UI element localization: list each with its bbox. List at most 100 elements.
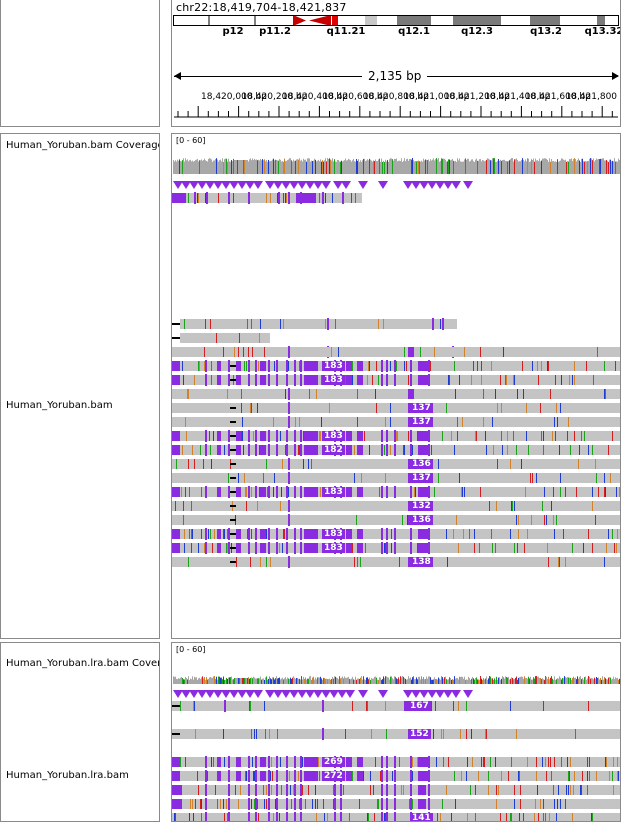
insertion-mark[interactable] — [294, 444, 296, 456]
insertion-marker-icon[interactable] — [197, 181, 207, 189]
insertion-mark[interactable] — [334, 784, 336, 796]
insertion-mark[interactable] — [428, 360, 430, 372]
insertion-marker-icon[interactable] — [297, 181, 307, 189]
track-data-panel-1[interactable]: [0 - 60] 1681361831831371371831821361371… — [171, 133, 621, 639]
insertion-block[interactable] — [346, 375, 352, 385]
insertion-mark[interactable] — [286, 444, 288, 456]
insertion-mark[interactable] — [228, 542, 230, 554]
insertion-mark[interactable] — [228, 756, 230, 768]
insertion-mark[interactable] — [386, 770, 388, 782]
insertion-block[interactable] — [236, 487, 241, 497]
insertion-marker-icon[interactable] — [273, 690, 283, 698]
insertion-mark[interactable] — [334, 798, 336, 810]
insertion-mark[interactable] — [255, 798, 257, 810]
insertion-mark[interactable] — [428, 528, 430, 540]
insertion-mark[interactable] — [288, 346, 290, 358]
insertion-marker-icon[interactable] — [419, 181, 429, 189]
insertion-mark[interactable] — [248, 360, 250, 372]
insertion-marker-icon[interactable] — [463, 690, 473, 698]
insertion-marker-icon[interactable] — [237, 690, 247, 698]
insertion-mark[interactable] — [248, 812, 250, 821]
insertion-block[interactable] — [236, 375, 241, 385]
insertion-mark[interactable] — [228, 486, 230, 498]
insertion-mark[interactable] — [410, 360, 412, 372]
insertion-block[interactable] — [236, 771, 241, 781]
insertion-mark[interactable] — [394, 798, 396, 810]
insertion-mark[interactable] — [205, 444, 207, 456]
insertion-marker-icon[interactable] — [173, 690, 183, 698]
insertion-mark[interactable] — [205, 770, 207, 782]
insertion-mark[interactable] — [205, 784, 207, 796]
insertion-mark[interactable] — [386, 430, 388, 442]
insertion-mark[interactable] — [428, 444, 430, 456]
aligned-read[interactable] — [172, 346, 620, 358]
insertion-mark[interactable] — [386, 542, 388, 554]
insertion-marker-icon[interactable] — [213, 690, 223, 698]
insertion-block[interactable] — [304, 361, 318, 371]
insertion-mark[interactable] — [255, 374, 257, 386]
insertion-marker-icon[interactable] — [321, 690, 331, 698]
insertion-mark[interactable] — [294, 770, 296, 782]
insertion-mark[interactable] — [322, 728, 324, 740]
insertion-mark[interactable] — [248, 430, 250, 442]
insertion-marker-icon[interactable] — [181, 690, 191, 698]
insertion-block[interactable] — [304, 487, 318, 497]
insertion-mark[interactable] — [334, 812, 336, 821]
insertion-block[interactable] — [418, 757, 428, 767]
insertion-mark[interactable] — [248, 528, 250, 540]
insertion-block[interactable] — [304, 757, 318, 767]
insertion-block[interactable] — [346, 771, 352, 781]
insertion-block[interactable] — [296, 193, 316, 203]
insertion-block[interactable] — [418, 445, 428, 455]
insertion-marker-icon[interactable] — [333, 181, 343, 189]
aligned-read[interactable]: 183 — [172, 360, 620, 372]
aligned-read[interactable]: 137 — [172, 402, 620, 414]
insertion-mark[interactable] — [288, 192, 290, 204]
insertion-block[interactable] — [172, 431, 180, 441]
insertion-mark[interactable] — [286, 756, 288, 768]
insertion-marker-icon[interactable] — [289, 690, 299, 698]
aligned-read[interactable]: 136 — [172, 514, 620, 526]
insertion-block[interactable] — [346, 361, 352, 371]
insertion-block[interactable] — [357, 375, 363, 385]
insertion-block[interactable] — [172, 785, 182, 795]
insertion-block[interactable] — [260, 771, 266, 781]
insertion-marker-icon[interactable] — [229, 181, 239, 189]
aligned-read[interactable]: 152 — [172, 728, 620, 740]
insertion-mark[interactable] — [255, 770, 257, 782]
insertion-block[interactable] — [304, 529, 318, 539]
insertion-block[interactable] — [260, 445, 266, 455]
insertion-mark[interactable] — [394, 784, 396, 796]
insertion-block[interactable] — [346, 529, 352, 539]
chromosome-ideogram[interactable] — [173, 15, 619, 26]
insertion-marker-icon[interactable] — [245, 181, 255, 189]
insertion-marker-icon[interactable] — [189, 181, 199, 189]
insertion-block[interactable] — [172, 361, 180, 371]
insertion-mark[interactable] — [288, 458, 290, 470]
insertion-mark[interactable] — [286, 542, 288, 554]
insertion-mark[interactable] — [381, 486, 383, 498]
aligned-read[interactable]: 183 — [172, 528, 620, 540]
insertion-mark[interactable] — [255, 430, 257, 442]
insertion-mark[interactable] — [276, 798, 278, 810]
insertion-mark[interactable] — [205, 542, 207, 554]
insertion-block[interactable] — [260, 529, 266, 539]
aligned-read[interactable] — [172, 318, 457, 330]
insertion-size-label[interactable]: 183 — [322, 543, 345, 553]
insertion-size-label[interactable]: 137 — [410, 473, 433, 483]
insertion-marker-icon[interactable] — [378, 690, 388, 698]
insertion-mark[interactable] — [394, 430, 396, 442]
insertion-marker-strip[interactable] — [173, 180, 620, 192]
aligned-read[interactable] — [172, 784, 620, 796]
insertion-mark[interactable] — [410, 486, 412, 498]
insertion-block[interactable] — [346, 487, 352, 497]
aligned-read[interactable]: 132 — [172, 500, 620, 512]
insertion-mark[interactable] — [410, 374, 412, 386]
insertion-mark[interactable] — [268, 812, 270, 821]
aligned-read[interactable]: 183 — [172, 486, 620, 498]
insertion-block[interactable] — [217, 431, 221, 441]
insertion-size-label[interactable]: 167 — [408, 701, 431, 711]
insertion-mark[interactable] — [288, 416, 290, 428]
insertion-marker-icon[interactable] — [237, 181, 247, 189]
insertion-block[interactable] — [357, 445, 363, 455]
